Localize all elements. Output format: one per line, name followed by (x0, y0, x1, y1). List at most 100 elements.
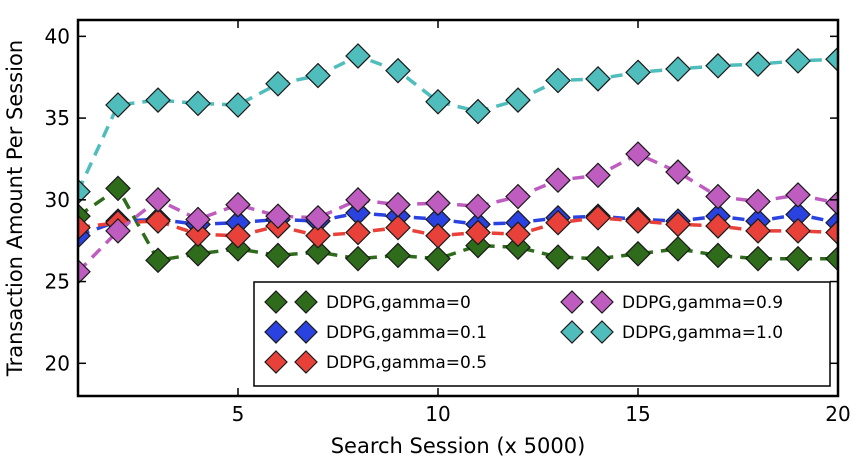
data-point (265, 242, 291, 269)
data-point (425, 88, 451, 115)
data-point (625, 59, 651, 86)
data-point (505, 234, 531, 261)
data-point (785, 182, 811, 208)
data-point (505, 221, 531, 248)
data-point (225, 191, 251, 218)
legend-entry-1: DDPG,gamma=0.1 (264, 320, 487, 344)
data-point (225, 92, 251, 118)
legend-marker (560, 320, 584, 344)
series-2 (78, 204, 838, 249)
legend-marker (590, 290, 614, 314)
data-point (745, 245, 771, 272)
data-point (465, 219, 491, 246)
data-point (425, 190, 451, 216)
data-point (305, 204, 331, 231)
data-point (105, 218, 131, 244)
legend-marker (560, 290, 584, 314)
legend-label: DDPG,gamma=0 (326, 293, 471, 313)
legend-label: DDPG,gamma=0.9 (622, 293, 783, 313)
legend-marker (590, 320, 614, 344)
data-point (665, 236, 691, 262)
data-point (345, 245, 371, 272)
data-point (345, 219, 371, 246)
data-point (345, 43, 371, 69)
data-point (225, 222, 251, 249)
data-point (105, 175, 131, 202)
data-point (385, 191, 411, 218)
data-point (665, 56, 691, 82)
data-point (585, 204, 611, 231)
legend-entry-4: DDPG,gamma=1.0 (560, 320, 783, 344)
data-point (225, 236, 251, 262)
data-point (705, 183, 731, 210)
data-point (345, 186, 371, 213)
data-point (585, 162, 611, 189)
data-point (265, 70, 291, 97)
legend-marker (264, 290, 288, 314)
data-point (625, 141, 651, 167)
data-point (185, 221, 211, 248)
y-tick-label: 40 (45, 24, 70, 48)
ticks-layer: 5 10 15 20 20 25 30 35 40 (45, 20, 851, 426)
data-point (305, 222, 331, 249)
x-tick-label: 10 (425, 402, 450, 426)
data-point (825, 219, 838, 246)
data-point (705, 213, 731, 239)
data-point (145, 87, 171, 113)
legend-marker (294, 290, 318, 314)
data-point (145, 186, 171, 213)
data-point (78, 258, 91, 285)
y-tick-label: 20 (45, 351, 70, 375)
data-point (545, 244, 571, 270)
data-point (425, 222, 451, 249)
y-tick-label: 25 (45, 270, 70, 294)
legend-marker (264, 320, 288, 344)
legend-marker (294, 350, 318, 374)
data-point (665, 159, 691, 185)
data-point (505, 87, 531, 113)
data-point (745, 51, 771, 77)
plot-frame (76, 18, 840, 398)
data-point (825, 245, 838, 272)
legend-label: DDPG,gamma=0.5 (326, 353, 487, 373)
series-0 (78, 175, 838, 274)
data-point (705, 52, 731, 79)
data-point (385, 57, 411, 84)
data-point (745, 188, 771, 215)
data-point (465, 98, 491, 125)
legend-marker (294, 320, 318, 344)
data-point (545, 167, 571, 194)
legend-entry-0: DDPG,gamma=0 (264, 290, 471, 314)
series-3 (78, 141, 838, 285)
data-point (545, 67, 571, 94)
data-point (185, 206, 211, 233)
data-point (145, 208, 171, 234)
x-tick-label: 20 (825, 402, 850, 426)
data-point (265, 203, 291, 230)
x-axis-label: Search Session (x 5000) (331, 434, 586, 458)
data-point (185, 90, 211, 117)
legend-box (253, 281, 831, 387)
data-point (665, 211, 691, 238)
series-layer (78, 43, 838, 285)
data-point (785, 48, 811, 74)
data-point (505, 183, 531, 210)
data-point (705, 242, 731, 269)
data-point (425, 245, 451, 272)
y-tick-label: 35 (45, 106, 70, 130)
legend: DDPG,gamma=0 DDPG,gamma=0.1 DDPG,gamma=0.5… (253, 281, 831, 387)
data-point (625, 208, 651, 234)
data-point (465, 232, 491, 259)
series-line-4 (78, 54, 838, 193)
legend-entry-3: DDPG,gamma=0.9 (560, 290, 783, 314)
data-point (185, 240, 211, 267)
data-point (825, 46, 838, 73)
legend-label: DDPG,gamma=0.1 (326, 323, 487, 343)
x-tick-label: 5 (232, 402, 245, 426)
data-point (625, 240, 651, 267)
data-point (585, 245, 611, 272)
data-point (465, 193, 491, 220)
legend-marker (264, 350, 288, 374)
data-point (545, 209, 571, 236)
